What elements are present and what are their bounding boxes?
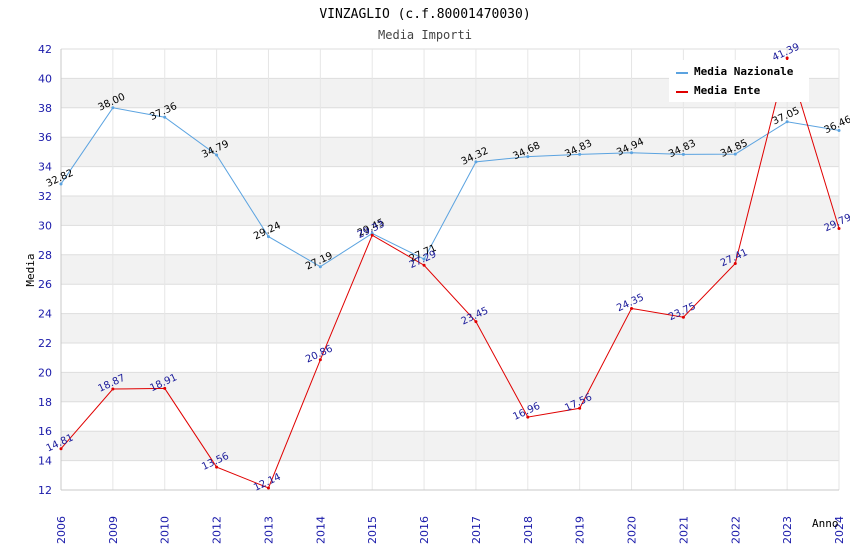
plot-band	[61, 166, 839, 196]
data-point	[318, 358, 322, 362]
data-point	[681, 152, 685, 156]
y-tick-label: 26	[38, 278, 52, 291]
chart-title: VINZAGLIO (c.f.80001470030)	[319, 7, 530, 22]
data-point	[837, 226, 841, 230]
x-tick-label: 2009	[107, 516, 120, 544]
data-point	[733, 152, 737, 156]
x-axis-label: Anno	[812, 517, 839, 530]
y-tick-label: 22	[38, 337, 52, 350]
data-point	[370, 233, 374, 237]
plot-band	[61, 343, 839, 373]
data-point	[630, 151, 634, 155]
y-tick-label: 34	[38, 161, 52, 174]
y-tick-label: 14	[38, 455, 52, 468]
data-point	[266, 486, 270, 490]
plot-background-bands	[61, 49, 839, 490]
x-tick-label: 2020	[626, 516, 639, 544]
data-point	[785, 120, 789, 124]
data-point	[422, 257, 426, 261]
y-tick-label: 20	[38, 366, 52, 379]
x-tick-label: 2016	[418, 516, 431, 544]
data-point	[422, 263, 426, 267]
y-tick-label: 38	[38, 102, 52, 115]
series-line-media-nazionale	[60, 107, 840, 268]
data-point	[526, 155, 530, 159]
data-point	[215, 153, 219, 157]
data-point	[578, 152, 582, 156]
legend-label-ente: Media Ente	[694, 84, 761, 97]
y-tick-label: 42	[38, 43, 52, 56]
y-axis-ticks: 12 14 16 18 20 22 24 26 28 30 32 34 36 38 40 42	[38, 43, 52, 497]
data-point	[733, 261, 737, 265]
x-tick-label: 2019	[574, 516, 587, 544]
data-point	[681, 315, 685, 319]
x-tick-label: 2023	[781, 516, 794, 544]
legend-label-nazionale: Media Nazionale	[694, 65, 794, 78]
plot-band	[61, 401, 839, 432]
data-point	[59, 182, 63, 186]
chart-subtitle: Media Importi	[378, 28, 472, 42]
plot-band	[61, 460, 839, 490]
x-tick-label: 2024	[833, 516, 846, 544]
x-tick-label: 2014	[314, 516, 327, 544]
y-axis-label: Media	[24, 253, 37, 286]
x-tick-label: 2006	[55, 516, 68, 544]
x-tick-label: 2010	[159, 516, 172, 544]
x-tick-label: 2013	[262, 516, 275, 544]
x-tick-label: 2015	[366, 516, 379, 544]
data-point	[215, 465, 219, 469]
x-tick-label: 2018	[522, 516, 535, 544]
y-tick-label: 12	[38, 484, 52, 497]
series-lines	[59, 56, 841, 490]
y-tick-label: 40	[38, 72, 52, 85]
plot-band	[61, 107, 839, 138]
data-point	[59, 447, 63, 451]
x-tick-label: 2021	[677, 516, 690, 544]
y-tick-label: 30	[38, 219, 52, 232]
y-tick-label: 16	[38, 425, 52, 438]
data-point	[474, 320, 478, 324]
data-point	[163, 115, 167, 119]
series-line-media-ente	[60, 56, 840, 489]
gridlines	[60, 48, 840, 491]
y-tick-label: 28	[38, 249, 52, 262]
legend-box	[669, 60, 809, 102]
x-axis-ticks: 2006 2009 2010 2012 2013 2014 2015 2016 2017 2018…	[55, 516, 846, 544]
plot-band	[61, 225, 839, 255]
x-tick-label: 2012	[211, 516, 224, 544]
y-tick-label: 18	[38, 396, 52, 409]
data-point	[266, 235, 270, 239]
data-point	[111, 106, 115, 110]
data-point	[318, 265, 322, 269]
plot-band	[61, 284, 839, 314]
data-point	[111, 387, 115, 391]
plot-band	[61, 372, 839, 402]
x-tick-label: 2017	[470, 516, 483, 544]
plot-band	[61, 431, 839, 461]
y-tick-label: 36	[38, 131, 52, 144]
legend: Media Nazionale Media Ente	[669, 60, 809, 102]
plot-band	[61, 254, 839, 285]
plot-band	[61, 137, 839, 167]
data-point	[578, 406, 582, 410]
data-point	[163, 386, 167, 390]
data-point	[785, 56, 789, 60]
y-tick-label: 32	[38, 190, 52, 203]
data-point	[474, 160, 478, 164]
data-point	[630, 306, 634, 310]
data-point	[837, 128, 841, 132]
data-point	[526, 415, 530, 419]
axes	[60, 49, 839, 491]
x-tick-label: 2022	[729, 516, 742, 544]
y-tick-label: 24	[38, 308, 52, 321]
plot-band	[61, 313, 839, 343]
